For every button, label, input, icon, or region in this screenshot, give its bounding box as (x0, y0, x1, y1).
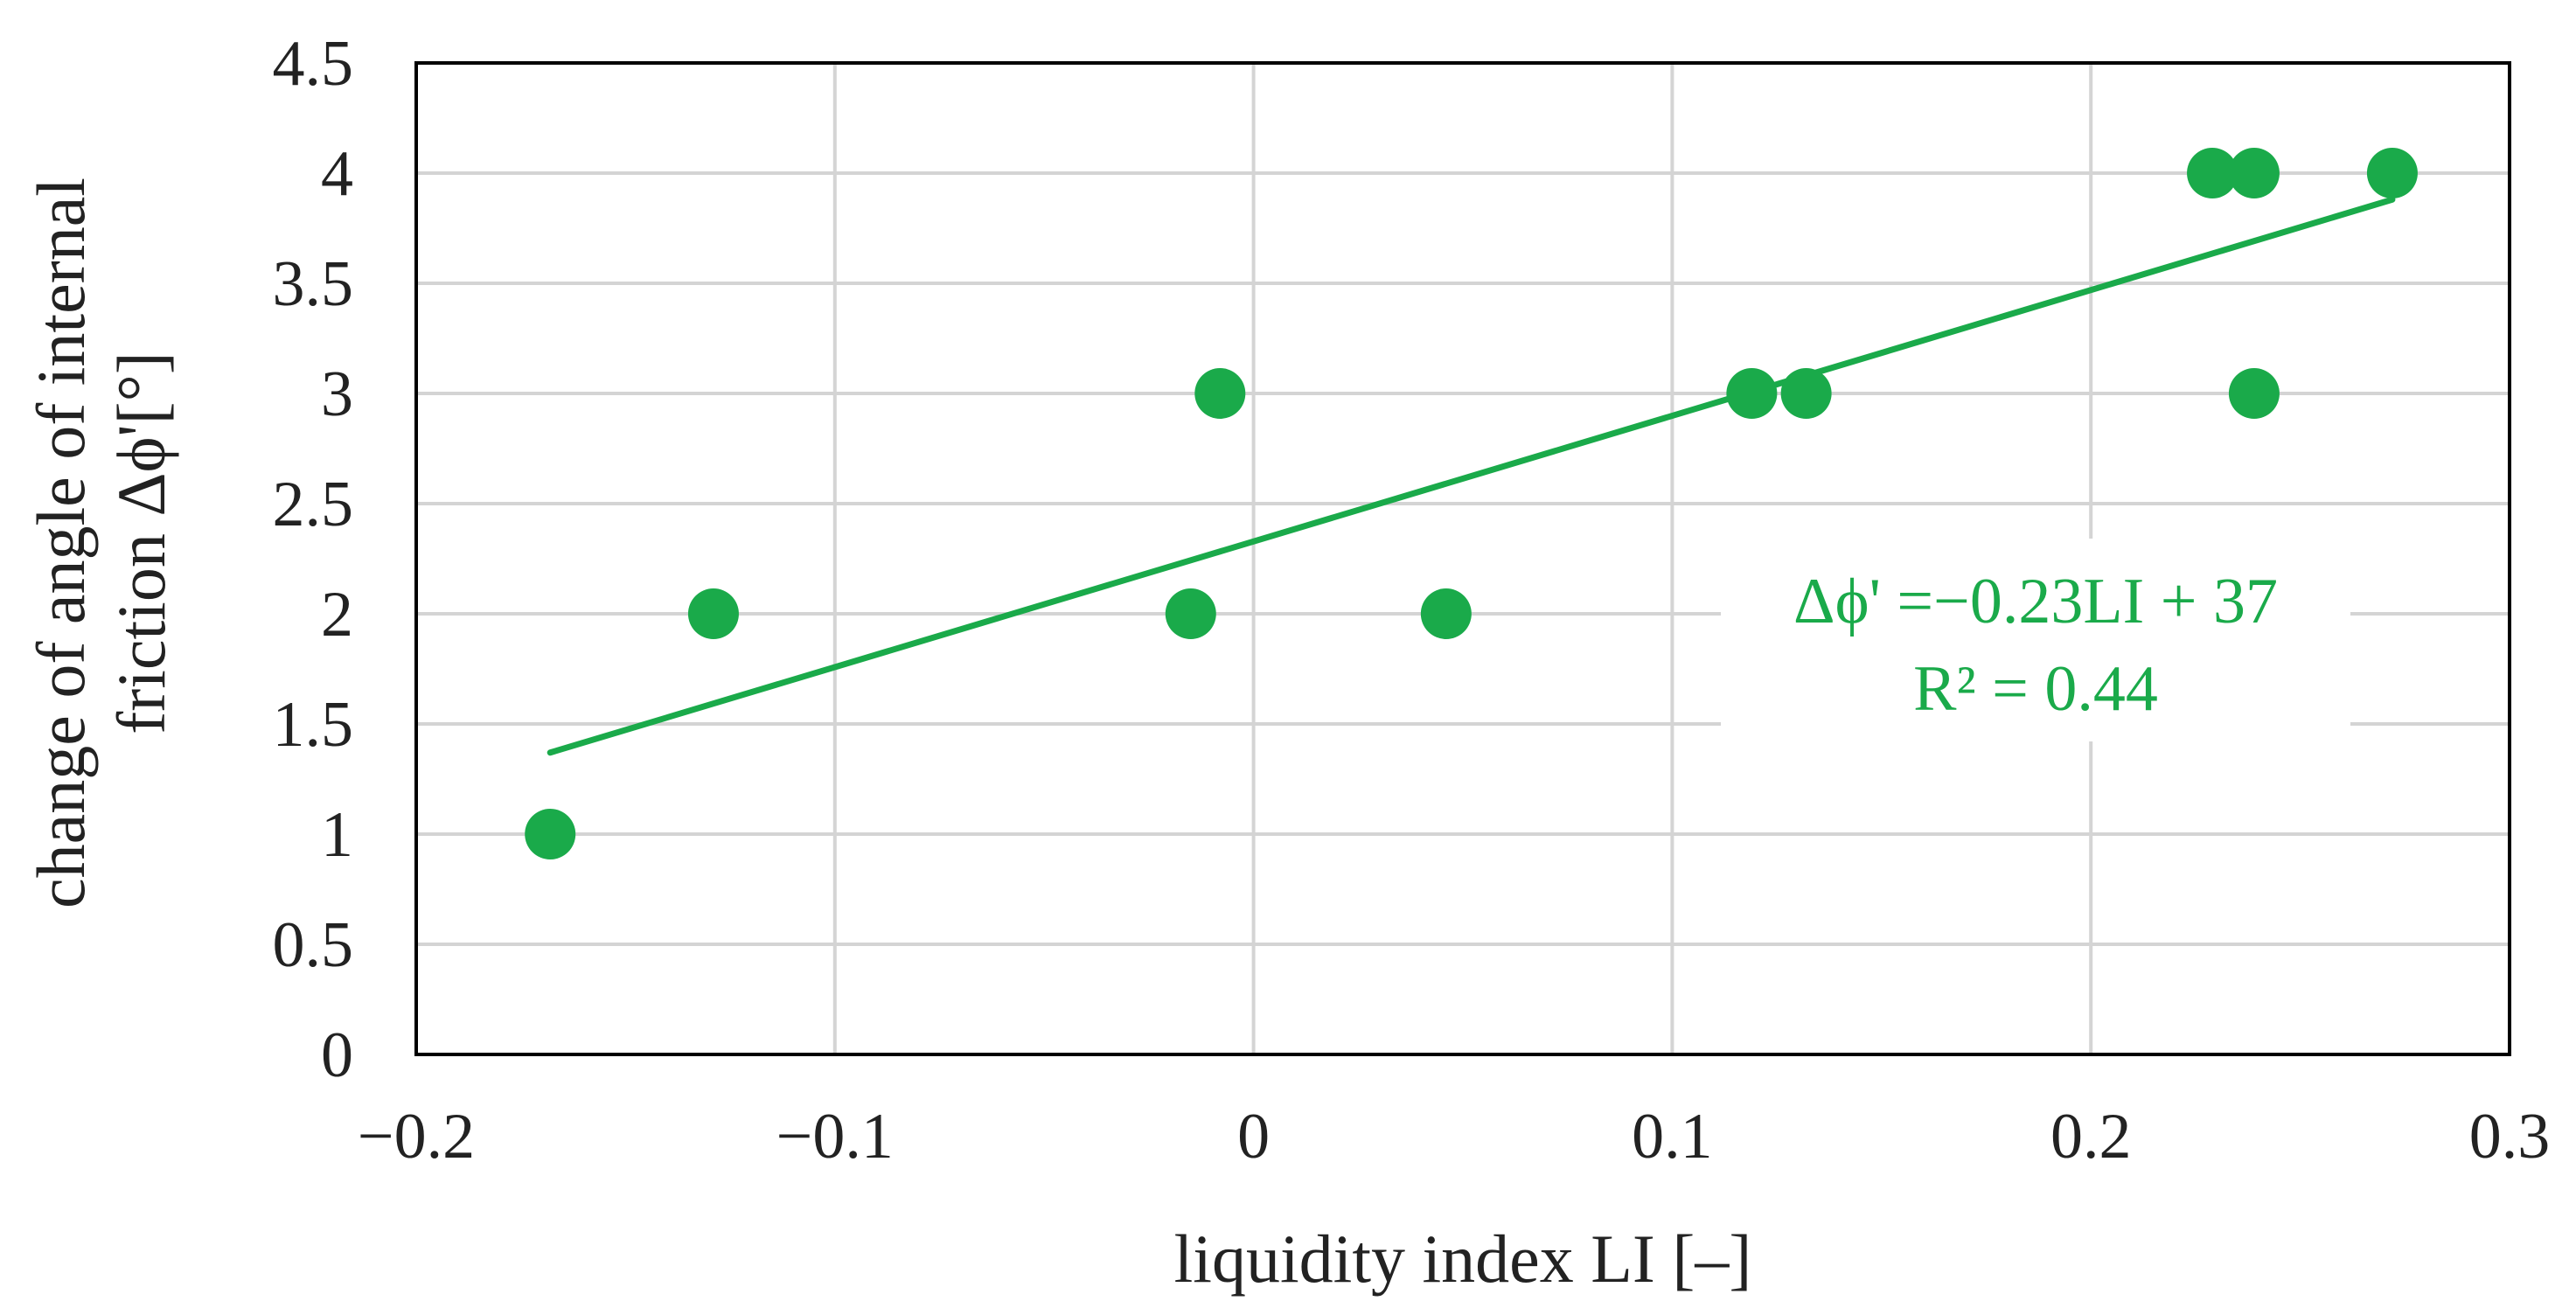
x-tick-label: −0.2 (358, 1101, 475, 1172)
y-tick-label: 3 (321, 358, 353, 430)
data-point (1165, 588, 1216, 639)
data-point (2228, 148, 2280, 198)
trendline (547, 196, 2396, 756)
y-tick-label: 2.5 (273, 469, 354, 540)
x-tick-label: −0.1 (776, 1101, 894, 1172)
y-tick-label: 0 (321, 1019, 353, 1091)
y-tick-label: 3.5 (273, 248, 354, 320)
y-axis-title-line-1: change of angle of internal (23, 177, 99, 908)
y-axis-ticks: 0 0.5 1 1.5 2 2.5 3 3.5 4 4.5 (273, 28, 354, 1091)
data-point (525, 809, 576, 859)
y-tick-label: 4 (321, 138, 353, 210)
y-tick-label: 4.5 (273, 28, 354, 100)
data-point (1726, 368, 1778, 419)
data-point (2228, 368, 2280, 419)
trendline-equation: Δϕ' =−0.23LI + 37 (1793, 566, 2278, 637)
data-point (1420, 588, 1472, 639)
gridlines (416, 63, 2510, 1054)
trendline-label-background (1721, 539, 2350, 741)
y-tick-label: 1 (321, 799, 353, 871)
y-tick-label: 1.5 (273, 689, 354, 761)
x-tick-label: 0.2 (2050, 1101, 2132, 1172)
data-point (1780, 368, 1832, 419)
x-tick-label: 0.1 (1632, 1101, 1713, 1172)
x-axis-title: liquidity index LI [–] (1174, 1221, 1752, 1297)
data-point (1194, 368, 1246, 419)
y-tick-label: 2 (321, 579, 353, 651)
data-point (2187, 148, 2238, 198)
trendline-layer (547, 196, 2396, 756)
data-point (2366, 148, 2418, 198)
data-points (525, 148, 2418, 859)
x-tick-label: 0.3 (2469, 1101, 2551, 1172)
y-axis-title-line-2: friction Δϕ'[°] (103, 351, 179, 734)
x-tick-label: 0 (1237, 1101, 1270, 1172)
plot-area-frame (414, 61, 2511, 1056)
x-axis-ticks: −0.2 −0.1 0 0.1 0.2 0.3 (358, 1101, 2550, 1172)
trendline-r-squared: R² = 0.44 (1913, 653, 2158, 725)
y-tick-label: 0.5 (273, 909, 354, 981)
data-point (687, 588, 739, 639)
